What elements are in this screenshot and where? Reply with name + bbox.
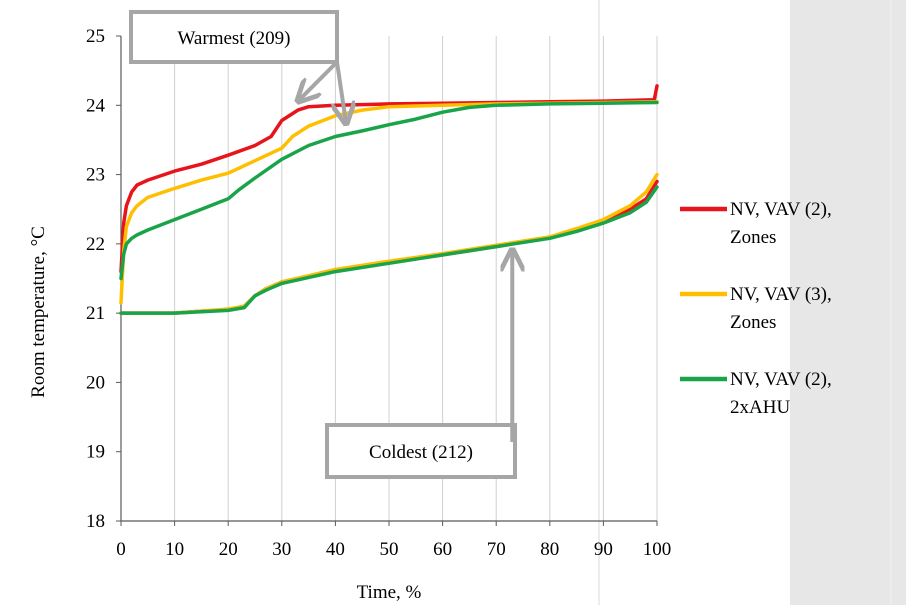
y-tick-label: 25 [86,26,105,47]
series-line-3 [119,100,659,281]
x-tick-label: 10 [165,539,184,560]
y-tick-label: 20 [86,372,105,393]
x-tick-label: 70 [487,539,506,560]
background-panel [790,0,906,605]
annotations: Warmest (209) Coldest (212) [129,10,517,479]
y-tick-label: 21 [86,303,105,324]
legend-entry: NV, VAV (2), Zones [730,199,832,248]
background-divider [598,0,600,605]
legend: NV, VAV (2), Zones NV, VAV (3), Zones NV, VA… [680,199,832,418]
y-axis-title: Room temperature, °C [28,226,49,398]
y-tick-label: 18 [86,511,105,532]
x-tick-label: 40 [326,539,345,560]
background-divider [890,0,892,605]
x-tick-label: 50 [380,539,399,560]
y-tick-label: 19 [86,442,105,463]
x-tick-label: 0 [116,539,126,560]
annotation-arrow [337,61,346,124]
x-tick-label: 20 [219,539,238,560]
x-tick-label: 30 [272,539,291,560]
x-tick-label: 60 [433,539,452,560]
series-group [119,84,659,315]
y-tick-label: 23 [86,165,105,186]
y-tick-label: 22 [86,234,105,255]
annotation-arrow [298,60,339,101]
legend-entry: NV, VAV (3), Zones [730,284,832,333]
axes: 0 10 20 30 40 50 60 70 80 90 100 18 19 20 21 22 23 24 25 [86,26,671,560]
annotation-arrow [512,250,515,442]
annotation-box [325,423,517,479]
y-tick-label: 24 [86,95,106,116]
annotation-label: Coldest (212) [369,442,473,463]
grid [174,36,658,521]
x-tick-label: 80 [540,539,559,560]
series-line-2 [119,100,659,305]
series-line-3 [119,185,659,315]
annotation-label: Warmest (209) [178,28,291,49]
x-tick-label: 100 [643,539,672,560]
x-tick-label: 90 [594,539,613,560]
legend-entry: NV, VAV (2), 2xAHU [730,369,832,418]
annotation-box [129,10,339,64]
x-axis-title: Time, % [357,582,422,603]
